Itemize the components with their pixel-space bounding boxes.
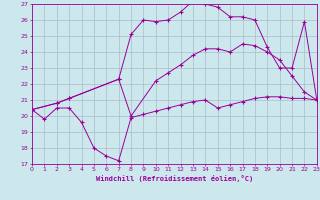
X-axis label: Windchill (Refroidissement éolien,°C): Windchill (Refroidissement éolien,°C) (96, 175, 253, 182)
